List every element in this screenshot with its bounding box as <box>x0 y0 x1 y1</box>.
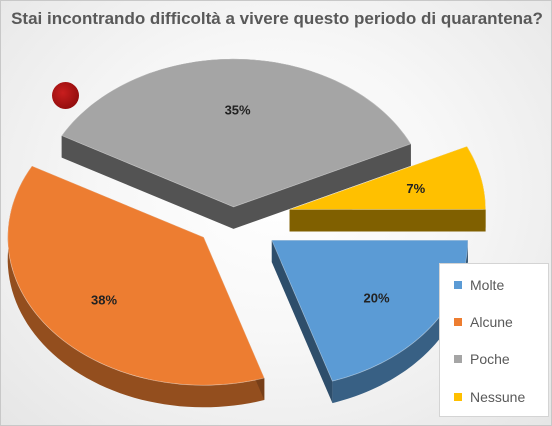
slice-nessune <box>289 145 487 210</box>
legend-label-alcune: Alcune <box>470 314 513 330</box>
slice-label-poche: 35% <box>225 102 251 117</box>
legend-swatch-poche <box>454 355 462 363</box>
legend-item-alcune: Alcune <box>454 312 513 332</box>
legend-swatch-molte <box>454 281 462 289</box>
red-dot-marker <box>52 82 79 109</box>
legend-swatch-nessune <box>454 393 462 401</box>
chart-title: Stai incontrando difficoltà a vivere que… <box>11 9 543 28</box>
slice-label-alcune: 38% <box>91 293 117 308</box>
slice-label-molte: 20% <box>363 291 389 306</box>
legend-item-poche: Poche <box>454 349 510 369</box>
legend-item-nessune: Nessune <box>454 387 525 407</box>
slice-molte <box>271 239 469 382</box>
legend: Molte Alcune Poche Nessune <box>439 263 549 417</box>
legend-item-molte: Molte <box>454 275 504 295</box>
slice-poche <box>61 58 412 208</box>
legend-label-molte: Molte <box>470 277 505 293</box>
slice-label-nessune: 7% <box>406 181 425 196</box>
slice-alcune <box>7 165 265 386</box>
legend-label-nessune: Nessune <box>470 389 526 405</box>
legend-label-poche: Poche <box>470 351 510 367</box>
legend-swatch-alcune <box>454 318 462 326</box>
